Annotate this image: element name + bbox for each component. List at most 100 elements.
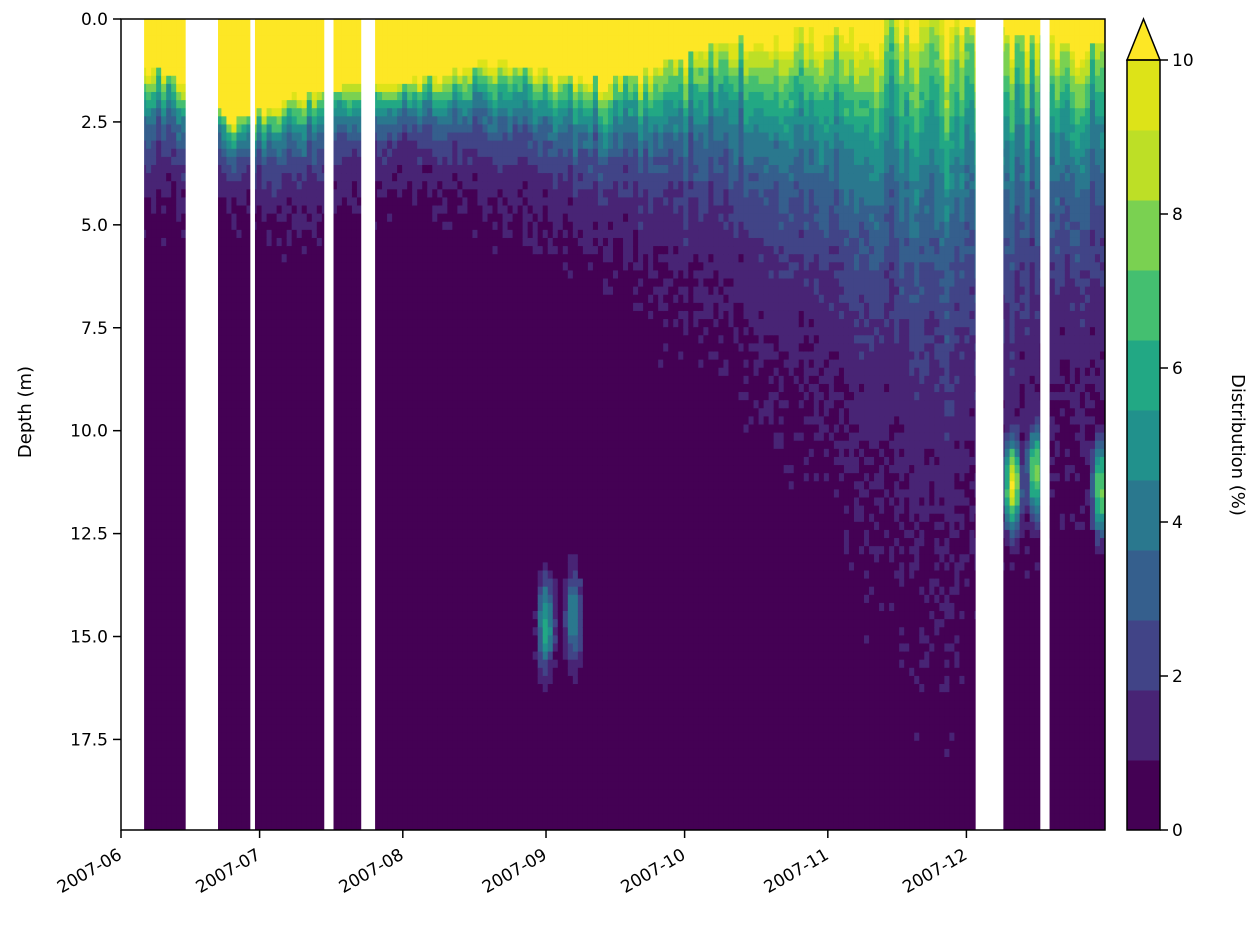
heatmap-cell — [181, 578, 187, 588]
heatmap-cell — [296, 286, 303, 296]
heatmap-cell — [316, 181, 323, 191]
heatmap-cell — [336, 319, 343, 328]
heatmap-cell — [171, 611, 177, 620]
heatmap-cell — [181, 732, 187, 742]
heatmap-cell — [296, 586, 303, 596]
heatmap-cell — [276, 724, 283, 734]
heatmap-cell — [216, 181, 223, 191]
heatmap-cell — [221, 197, 228, 207]
heatmap-cell — [216, 562, 223, 572]
heatmap-cell — [236, 773, 243, 783]
heatmap-cell — [341, 635, 348, 645]
heatmap-cell — [231, 716, 238, 726]
heatmap-cell — [281, 164, 288, 174]
heatmap-cell — [241, 692, 248, 701]
heatmap-cell — [261, 497, 268, 507]
heatmap-cell — [166, 319, 172, 328]
heatmap-cell — [236, 489, 243, 499]
heatmap-cell — [356, 724, 363, 734]
heatmap-cell — [311, 789, 318, 799]
heatmap-cell — [286, 692, 293, 701]
heatmap-cell — [281, 440, 288, 450]
heatmap-cell — [296, 635, 303, 645]
heatmap-cell — [166, 327, 172, 336]
heatmap-cell — [346, 489, 353, 499]
heatmap-cell — [176, 229, 182, 239]
heatmap-cell — [356, 116, 363, 126]
heatmap-cell — [286, 83, 293, 93]
heatmap-cell — [311, 456, 318, 466]
heatmap-cell — [256, 335, 263, 345]
heatmap-cell — [341, 367, 348, 377]
heatmap-cell — [301, 586, 308, 596]
heatmap-cell — [146, 221, 152, 231]
heatmap-cell — [351, 367, 358, 377]
heatmap-cell — [301, 286, 308, 296]
heatmap-cell — [281, 327, 288, 336]
heatmap-cell — [301, 237, 308, 247]
heatmap-cell — [166, 765, 172, 774]
heatmap-cell — [316, 310, 323, 320]
heatmap-cell — [221, 821, 228, 830]
heatmap-cell — [281, 262, 288, 272]
heatmap-cell — [341, 335, 348, 345]
heatmap-cell — [331, 75, 338, 85]
heatmap-cell — [276, 75, 283, 85]
heatmap-cell — [301, 51, 308, 61]
heatmap-cell — [301, 221, 308, 231]
heatmap-cell — [356, 197, 363, 207]
heatmap-cell — [341, 562, 348, 572]
heatmap-cell — [336, 538, 343, 547]
heatmap-cell — [246, 27, 253, 36]
heatmap-cell — [291, 821, 298, 830]
heatmap-cell — [226, 302, 233, 312]
heatmap-cell — [176, 554, 182, 564]
heatmap-cell — [311, 538, 318, 547]
heatmap-cell — [216, 375, 223, 385]
heatmap-cell — [266, 327, 273, 336]
heatmap-cell — [286, 59, 293, 69]
heatmap-cell — [306, 546, 313, 555]
heatmap-cell — [221, 254, 228, 263]
heatmap-cell — [286, 302, 293, 312]
heatmap-cell — [336, 83, 343, 93]
heatmap-cell — [316, 546, 323, 555]
heatmap-cell — [341, 619, 348, 628]
heatmap-cell — [331, 43, 338, 53]
heatmap-cell — [316, 164, 323, 174]
heatmap-cell — [231, 246, 238, 255]
heatmap-cell — [156, 51, 162, 61]
heatmap-cell — [171, 473, 177, 482]
heatmap-cell — [351, 813, 358, 823]
heatmap-cell — [246, 440, 253, 450]
heatmap-cell — [271, 821, 278, 830]
heatmap-cell — [281, 310, 288, 320]
heatmap-cell — [166, 432, 172, 442]
heatmap-cell — [281, 465, 288, 474]
heatmap-cell — [216, 708, 223, 718]
heatmap-cell — [336, 392, 343, 401]
heatmap-cell — [341, 805, 348, 815]
heatmap-cell — [161, 440, 167, 450]
heatmap-cell — [281, 294, 288, 304]
heatmap-cell — [281, 765, 288, 774]
heatmap-cell — [311, 497, 318, 507]
heatmap-cell — [306, 392, 313, 401]
heatmap-cell — [341, 465, 348, 474]
heatmap-cell — [261, 164, 268, 174]
heatmap-cell — [266, 229, 273, 239]
heatmap-cell — [356, 619, 363, 628]
heatmap-cell — [271, 367, 278, 377]
heatmap-cell — [351, 383, 358, 393]
heatmap-cell — [306, 108, 313, 118]
heatmap-cell — [331, 521, 338, 531]
heatmap-cell — [256, 611, 263, 620]
heatmap-cell — [356, 732, 363, 742]
heatmap-cell — [266, 189, 273, 199]
heatmap-cell — [221, 538, 228, 547]
heatmap-cell — [161, 675, 167, 685]
heatmap-cell — [261, 781, 268, 791]
heatmap-cell — [346, 481, 353, 491]
heatmap-cell — [301, 724, 308, 734]
heatmap-cell — [291, 813, 298, 823]
